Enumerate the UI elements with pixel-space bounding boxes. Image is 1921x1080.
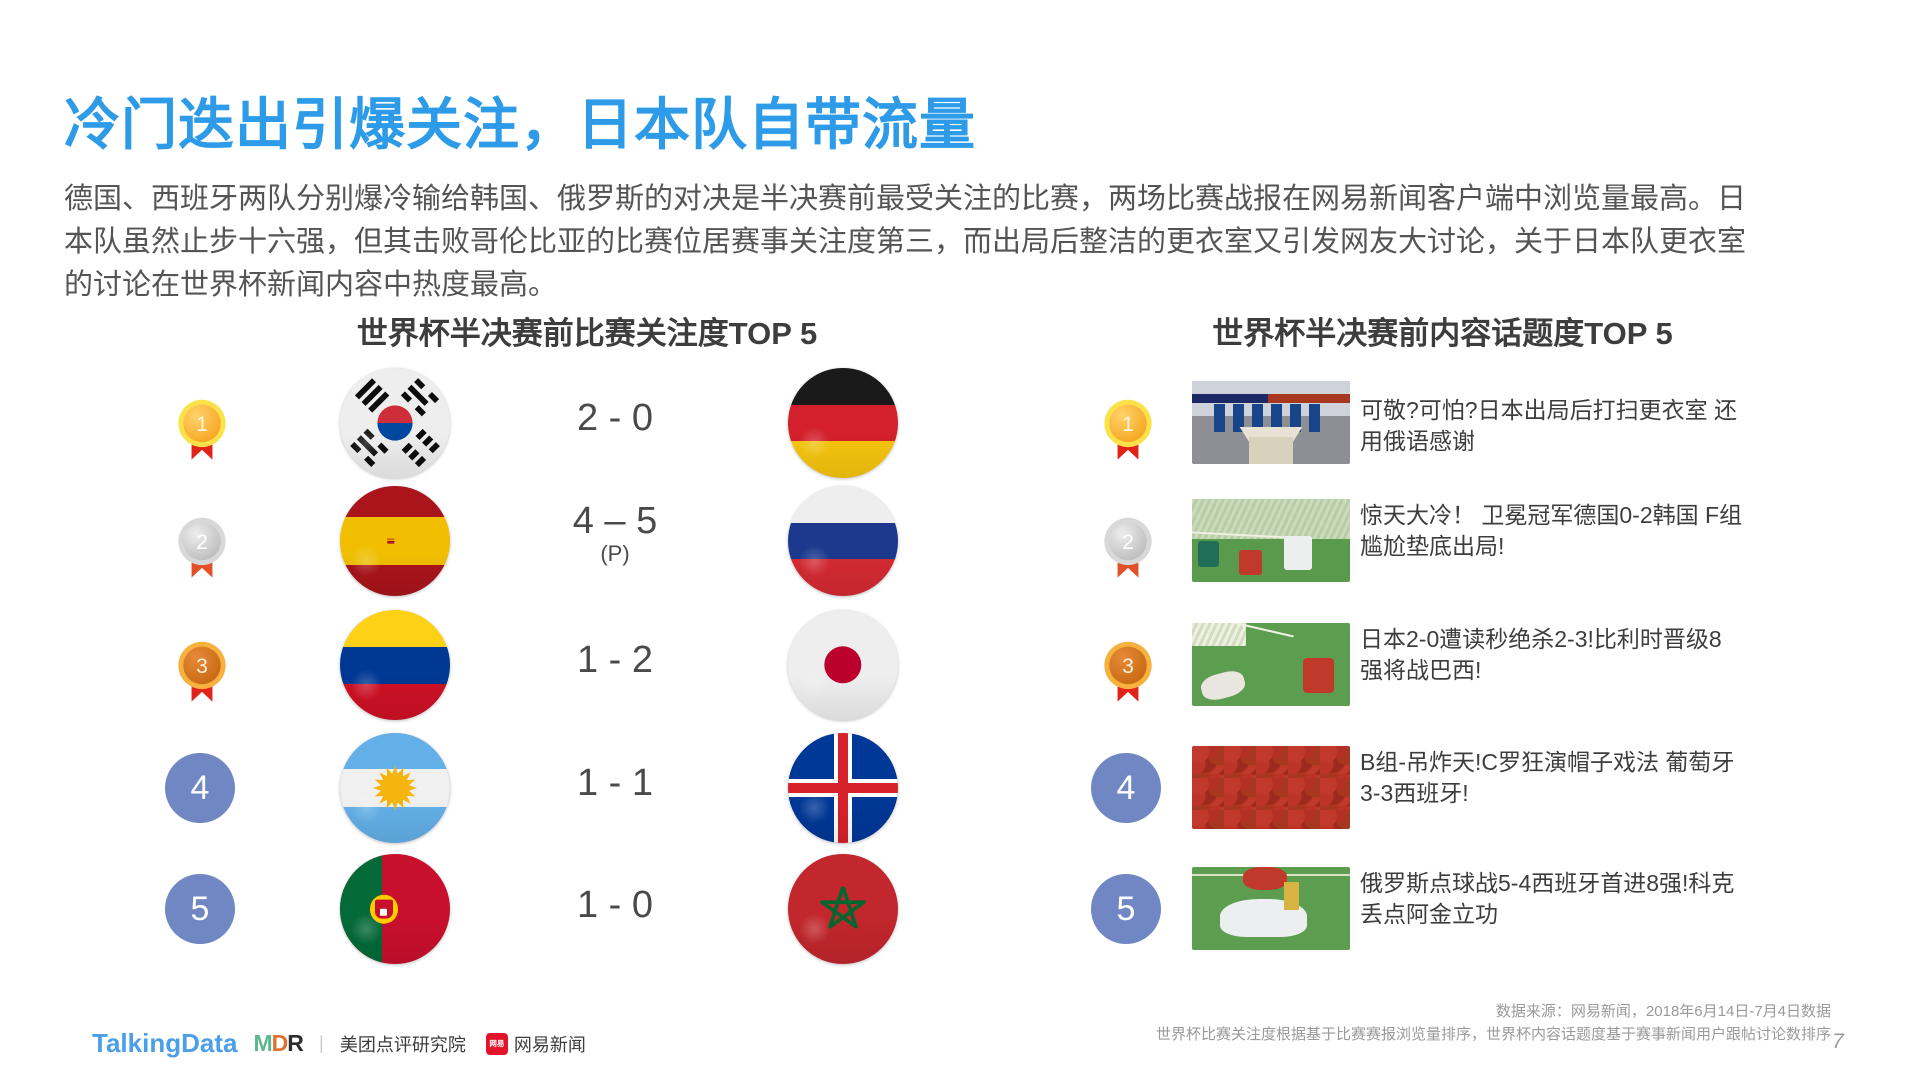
svg-text:1: 1 [196,413,208,436]
svg-text:2: 2 [1122,531,1134,554]
svg-text:3: 3 [1122,655,1134,678]
svg-text:2: 2 [196,531,208,554]
svg-text:1: 1 [1122,413,1134,436]
svg-text:3: 3 [196,655,208,678]
